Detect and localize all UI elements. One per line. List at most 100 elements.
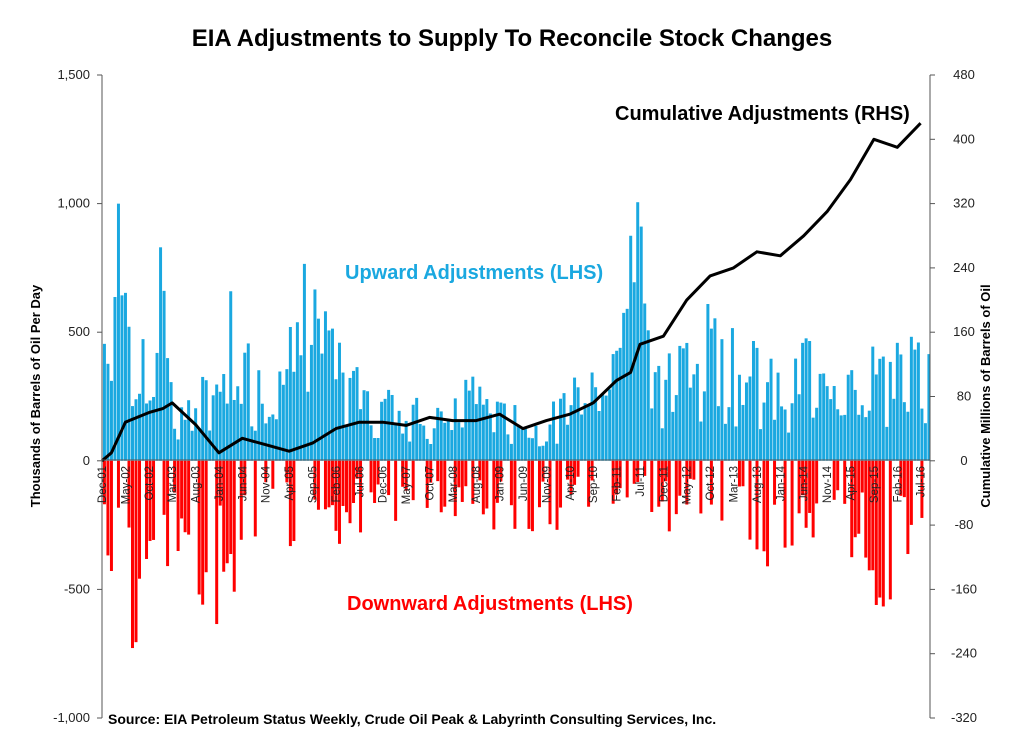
- x-tick-label: Nov-14: [822, 465, 834, 503]
- upward-bar: [629, 235, 633, 461]
- downward-bar: [888, 460, 892, 600]
- downward-bar: [804, 460, 808, 528]
- upward-bar: [439, 411, 443, 461]
- upward-bar: [860, 405, 864, 461]
- downward-bar: [678, 460, 682, 496]
- upward-bar: [131, 406, 134, 461]
- upward-bar: [323, 311, 327, 461]
- upward-bar: [369, 425, 373, 461]
- downward-bar: [611, 460, 615, 504]
- y2-tick-label: 480: [953, 67, 975, 82]
- upward-bar: [243, 352, 247, 461]
- upward-bar: [285, 369, 289, 461]
- upward-bar: [916, 342, 920, 461]
- downward-bar: [808, 460, 812, 513]
- downward-bar: [162, 460, 166, 515]
- downward-bar: [569, 460, 573, 495]
- upward-bar: [755, 347, 759, 461]
- downward-bar: [197, 460, 201, 595]
- upward-bar: [109, 380, 113, 461]
- upward-bar: [867, 410, 871, 461]
- upward-bar: [766, 382, 770, 461]
- upward-bar: [467, 390, 471, 461]
- upward-bar: [545, 441, 548, 461]
- downward-bar: [352, 460, 356, 503]
- upward-bar: [597, 411, 601, 461]
- upward-bar: [909, 336, 913, 461]
- downward-bar: [166, 460, 170, 567]
- upward-bar: [278, 371, 282, 461]
- upward-bar: [580, 414, 584, 461]
- upward-bar: [292, 371, 296, 461]
- upward-bar: [373, 438, 377, 461]
- x-tick-label: Dec-06: [378, 466, 390, 503]
- upward-bar: [523, 429, 527, 461]
- downward-bar: [145, 460, 149, 559]
- upward-bar: [460, 427, 464, 461]
- upward-bar: [309, 344, 313, 461]
- x-tick-label: Dec-11: [658, 466, 670, 502]
- downward-bar: [387, 460, 391, 496]
- y2-tick-label: 80: [957, 389, 971, 404]
- upward-bar: [380, 401, 384, 461]
- upward-bar: [678, 345, 682, 461]
- x-tick-label: Jun-09: [518, 466, 530, 501]
- upward-bar: [895, 342, 899, 461]
- upward-bar: [229, 291, 233, 461]
- upward-bar: [313, 289, 317, 461]
- downward-bar: [587, 460, 591, 507]
- downward-bar: [232, 460, 236, 592]
- downward-bar: [509, 460, 513, 506]
- downward-bar: [457, 460, 461, 488]
- x-tick-label: Mar-03: [167, 466, 179, 502]
- upward-bar: [162, 290, 166, 461]
- downward-annotation: Downward Adjustments (LHS): [347, 593, 633, 615]
- x-tick-label: May-02: [120, 466, 132, 504]
- upward-bar: [295, 322, 299, 461]
- chart-title: EIA Adjustments to Supply To Reconcile S…: [192, 25, 833, 52]
- upward-bar: [548, 424, 552, 461]
- x-tick-label: Mar-08: [448, 466, 460, 502]
- upward-bar: [681, 348, 685, 461]
- upward-bar: [874, 374, 878, 461]
- downward-bar: [127, 460, 131, 528]
- upward-bar: [920, 408, 924, 461]
- downward-bar: [225, 460, 229, 564]
- downward-bar: [615, 460, 619, 495]
- upward-bar: [194, 408, 198, 461]
- bar-series: [102, 202, 931, 649]
- upward-bar: [345, 424, 349, 461]
- downward-bar: [355, 460, 359, 479]
- upward-bar: [415, 397, 419, 461]
- y-tick-label: -1,000: [53, 710, 90, 725]
- downward-bar: [667, 460, 671, 532]
- upward-bar: [250, 426, 254, 461]
- upward-bar: [839, 415, 843, 461]
- upward-bar: [801, 342, 805, 461]
- downward-bar: [867, 460, 871, 571]
- downward-bar: [436, 460, 440, 482]
- upward-bar: [260, 403, 264, 461]
- x-tick-label: Oct-02: [144, 466, 156, 501]
- upward-bar: [159, 247, 163, 461]
- x-tick-label: Jun-14: [799, 465, 811, 501]
- downward-bar: [495, 460, 499, 503]
- downward-bar: [688, 460, 692, 479]
- y2-tick-label: 160: [953, 324, 975, 339]
- downward-bar: [183, 460, 187, 533]
- upward-bar: [541, 445, 545, 461]
- downward-bar: [720, 460, 724, 521]
- downward-bar: [559, 460, 563, 508]
- downward-bar: [625, 460, 629, 498]
- x-tick-label: Jan-14: [775, 465, 787, 501]
- upward-bar: [825, 386, 829, 461]
- y2-tick-label: -320: [951, 710, 977, 725]
- downward-bar: [138, 460, 142, 579]
- downward-bar: [857, 460, 861, 534]
- downward-bar: [797, 460, 801, 514]
- upward-bar: [348, 377, 352, 461]
- downward-bar: [376, 460, 380, 485]
- upward-bar: [446, 419, 450, 461]
- upward-bar: [495, 401, 499, 461]
- upward-bar: [660, 428, 664, 461]
